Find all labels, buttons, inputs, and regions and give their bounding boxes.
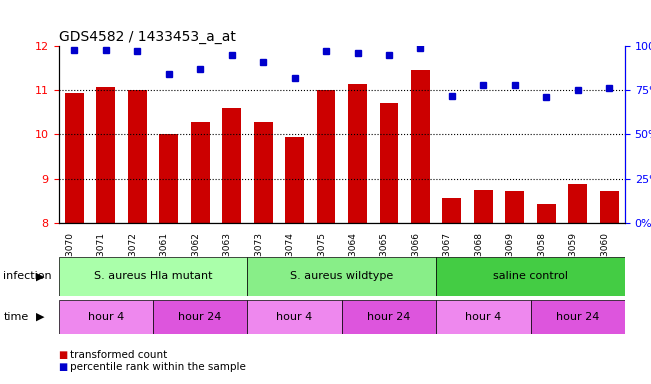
Bar [159, 134, 178, 223]
Text: ▶: ▶ [36, 271, 44, 281]
Bar [474, 190, 493, 223]
Bar [65, 93, 84, 223]
Text: infection: infection [3, 271, 52, 281]
Text: percentile rank within the sample: percentile rank within the sample [70, 362, 246, 372]
Bar [222, 108, 241, 223]
Text: ▶: ▶ [36, 312, 44, 322]
FancyBboxPatch shape [247, 257, 436, 296]
Text: transformed count: transformed count [70, 350, 167, 360]
FancyBboxPatch shape [153, 300, 247, 334]
Text: ■: ■ [59, 350, 68, 360]
FancyBboxPatch shape [342, 300, 436, 334]
Text: GDS4582 / 1433453_a_at: GDS4582 / 1433453_a_at [59, 30, 236, 44]
Text: saline control: saline control [493, 271, 568, 281]
Bar [316, 90, 335, 223]
Text: hour 4: hour 4 [277, 312, 312, 322]
Text: time: time [3, 312, 29, 322]
Bar [96, 87, 115, 223]
FancyBboxPatch shape [436, 300, 531, 334]
Bar [128, 90, 146, 223]
Text: hour 24: hour 24 [178, 312, 222, 322]
Text: hour 4: hour 4 [465, 312, 501, 322]
Text: ■: ■ [59, 362, 68, 372]
Bar [505, 191, 524, 223]
Bar [348, 84, 367, 223]
FancyBboxPatch shape [531, 300, 625, 334]
FancyBboxPatch shape [59, 300, 153, 334]
Bar [191, 122, 210, 223]
FancyBboxPatch shape [59, 257, 247, 296]
Bar [568, 184, 587, 223]
Text: hour 24: hour 24 [367, 312, 411, 322]
Text: hour 24: hour 24 [556, 312, 600, 322]
Bar [443, 199, 462, 223]
Text: S. aureus wildtype: S. aureus wildtype [290, 271, 393, 281]
Bar [285, 137, 304, 223]
FancyBboxPatch shape [247, 300, 342, 334]
FancyBboxPatch shape [436, 257, 625, 296]
Bar [380, 103, 398, 223]
Bar [537, 204, 556, 223]
Bar [600, 191, 618, 223]
Bar [254, 122, 273, 223]
Text: hour 4: hour 4 [88, 312, 124, 322]
Text: S. aureus Hla mutant: S. aureus Hla mutant [94, 271, 212, 281]
Bar [411, 70, 430, 223]
